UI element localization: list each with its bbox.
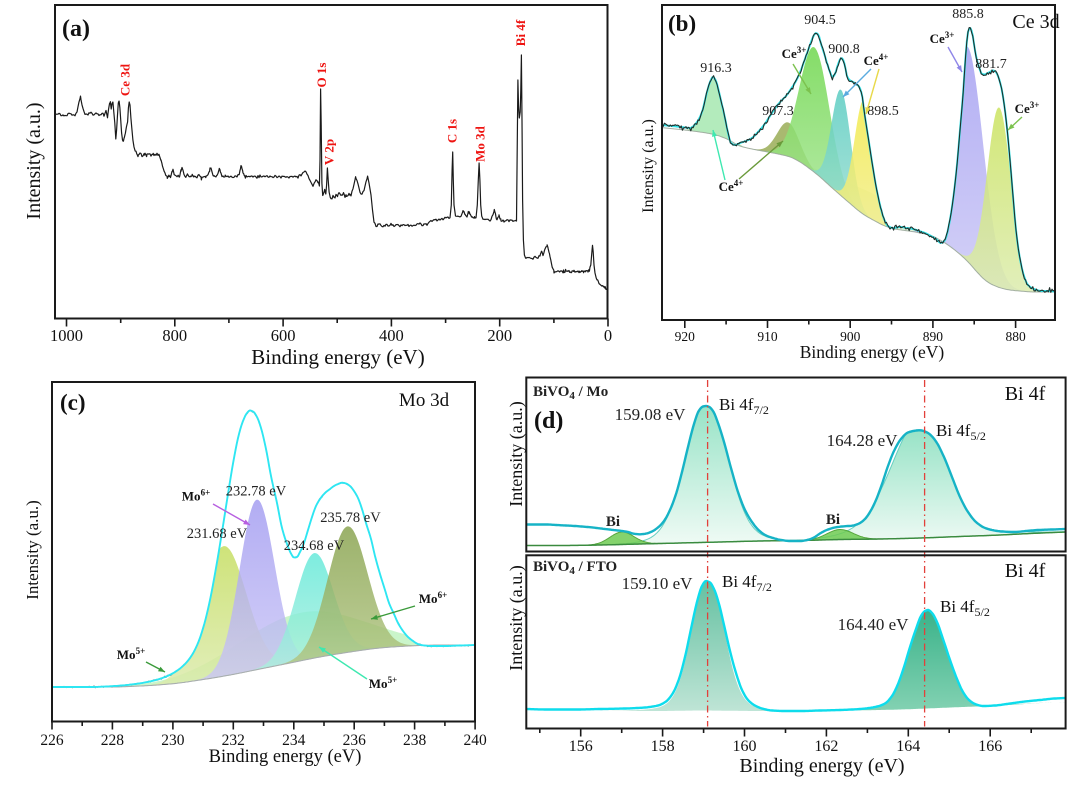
svg-text:1000: 1000 bbox=[50, 326, 83, 345]
svg-text:V 2p: V 2p bbox=[322, 139, 337, 165]
svg-text:890: 890 bbox=[923, 329, 944, 344]
svg-text:166: 166 bbox=[978, 738, 1002, 755]
svg-text:(c): (c) bbox=[60, 390, 86, 415]
svg-text:164.40 eV: 164.40 eV bbox=[838, 615, 910, 634]
svg-text:159.10 eV: 159.10 eV bbox=[622, 574, 694, 593]
svg-text:158: 158 bbox=[651, 738, 675, 755]
svg-text:920: 920 bbox=[675, 329, 696, 344]
svg-text:(d): (d) bbox=[534, 408, 563, 434]
svg-text:230: 230 bbox=[161, 732, 185, 749]
svg-text:Bi 4f: Bi 4f bbox=[1005, 560, 1046, 582]
svg-text:156: 156 bbox=[569, 738, 593, 755]
svg-text:916.3: 916.3 bbox=[700, 61, 732, 76]
svg-text:885.8: 885.8 bbox=[952, 7, 984, 22]
svg-text:C 1s: C 1s bbox=[444, 119, 459, 143]
svg-text:600: 600 bbox=[271, 326, 296, 345]
svg-text:228: 228 bbox=[101, 732, 125, 749]
svg-text:200: 200 bbox=[487, 326, 512, 345]
svg-text:Ce 3d: Ce 3d bbox=[1012, 11, 1059, 33]
svg-text:240: 240 bbox=[463, 732, 487, 749]
svg-text:904.5: 904.5 bbox=[804, 13, 836, 28]
svg-text:231.68 eV: 231.68 eV bbox=[187, 526, 248, 542]
svg-text:910: 910 bbox=[757, 329, 778, 344]
svg-text:Intensity (a.u.): Intensity (a.u.) bbox=[640, 119, 657, 213]
svg-text:Intensity (a.u.): Intensity (a.u.) bbox=[23, 500, 42, 600]
svg-text:Intensity (a.u.): Intensity (a.u.) bbox=[23, 102, 45, 219]
svg-text:(b): (b) bbox=[668, 11, 696, 36]
svg-text:235.78 eV: 235.78 eV bbox=[320, 510, 381, 526]
svg-text:164.28 eV: 164.28 eV bbox=[827, 431, 899, 450]
svg-text:898.5: 898.5 bbox=[867, 104, 899, 119]
svg-text:Bi 4f: Bi 4f bbox=[1005, 383, 1046, 405]
svg-text:881.7: 881.7 bbox=[975, 57, 1007, 72]
svg-text:BiVO4 / FTO: BiVO4 / FTO bbox=[533, 559, 617, 577]
svg-text:236: 236 bbox=[343, 732, 367, 749]
svg-text:234: 234 bbox=[282, 732, 306, 749]
svg-text:(a): (a) bbox=[62, 16, 90, 42]
svg-text:Intensity (a.u.): Intensity (a.u.) bbox=[506, 401, 527, 506]
svg-text:Bi: Bi bbox=[826, 512, 840, 528]
svg-text:Mo 3d: Mo 3d bbox=[472, 125, 487, 162]
svg-text:O 1s: O 1s bbox=[314, 63, 329, 88]
svg-text:Intensity (a.u.): Intensity (a.u.) bbox=[506, 565, 527, 670]
svg-text:Binding energy (eV): Binding energy (eV) bbox=[739, 755, 904, 777]
svg-text:Binding energy (eV): Binding energy (eV) bbox=[251, 345, 424, 369]
svg-text:900: 900 bbox=[840, 329, 861, 344]
svg-text:BiVO4 / Mo: BiVO4 / Mo bbox=[533, 384, 608, 402]
svg-text:Ce 3d: Ce 3d bbox=[118, 63, 133, 96]
svg-text:800: 800 bbox=[162, 326, 187, 345]
svg-text:164: 164 bbox=[896, 738, 920, 755]
svg-text:Bi 4f: Bi 4f bbox=[513, 19, 528, 46]
svg-text:400: 400 bbox=[379, 326, 404, 345]
svg-text:162: 162 bbox=[814, 738, 838, 755]
svg-text:Bi: Bi bbox=[606, 514, 620, 530]
svg-text:907.3: 907.3 bbox=[762, 104, 794, 119]
svg-text:Binding energy (eV): Binding energy (eV) bbox=[800, 342, 945, 362]
svg-text:234.68 eV: 234.68 eV bbox=[284, 538, 345, 554]
svg-text:Mo 3d: Mo 3d bbox=[399, 390, 450, 411]
svg-text:232.78 eV: 232.78 eV bbox=[226, 484, 287, 500]
svg-text:159.08 eV: 159.08 eV bbox=[615, 405, 687, 424]
svg-text:Binding energy (eV): Binding energy (eV) bbox=[209, 747, 362, 767]
svg-text:232: 232 bbox=[222, 732, 245, 749]
svg-text:880: 880 bbox=[1005, 329, 1026, 344]
svg-text:0: 0 bbox=[604, 326, 612, 345]
svg-text:160: 160 bbox=[733, 738, 757, 755]
svg-text:238: 238 bbox=[403, 732, 427, 749]
svg-text:900.8: 900.8 bbox=[828, 42, 860, 57]
svg-text:226: 226 bbox=[40, 732, 64, 749]
